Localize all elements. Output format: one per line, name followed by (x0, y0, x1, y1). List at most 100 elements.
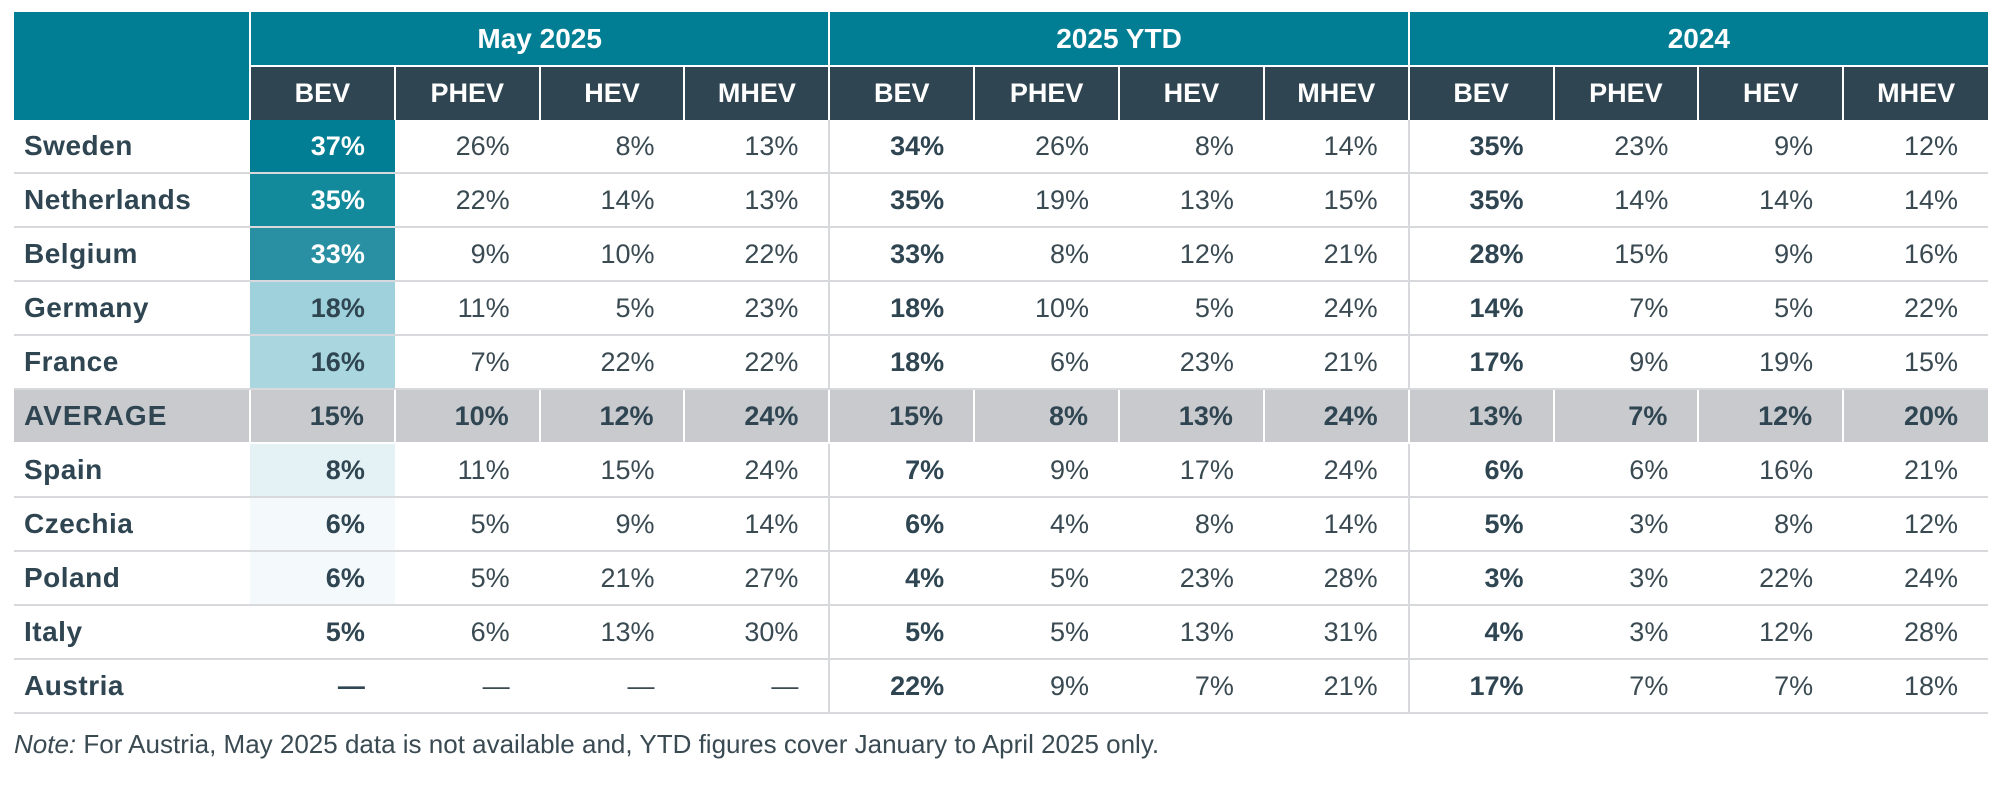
cell-may-2025-phev: 9% (394, 227, 540, 282)
cell-2025-ytd-bev: 35% (828, 173, 975, 228)
cell-2025-ytd-mhev: 24% (1263, 443, 1409, 498)
cell-may-2025-hev: 9% (539, 497, 685, 552)
cell-2024-mhev: 24% (1843, 551, 1989, 606)
cell-2025-ytd-phev: 9% (974, 443, 1120, 498)
cell-2024-hev: 19% (1698, 335, 1844, 390)
cell-2024-bev: 17% (1407, 659, 1554, 714)
cell-may-2025-mhev: 30% (684, 605, 830, 660)
cell-2025-ytd-bev: 33% (828, 227, 975, 282)
cell-may-2025-mhev: 13% (684, 173, 830, 228)
cell-2025-ytd-bev: 5% (828, 605, 975, 660)
cell-2024-phev: 6% (1553, 443, 1699, 498)
cell-2025-ytd-mhev: 14% (1263, 497, 1409, 552)
table-row: Netherlands 35% 22% 14% 13% 35% 19% 13% 15% 35% 14… (14, 173, 1989, 228)
cell-2025-ytd-phev: 9% (974, 659, 1120, 714)
cell-2025-ytd-mhev: 24% (1262, 389, 1409, 444)
cell-2024-hev: 12% (1697, 389, 1844, 444)
country-label: Germany (14, 281, 250, 336)
table-row: France 16% 7% 22% 22% 18% 6% 23% 21% 17% 9% 19% 15% (14, 335, 1989, 390)
cell-2025-ytd-phev: 5% (974, 551, 1120, 606)
country-label: Belgium (14, 227, 250, 282)
subheader-phev: PHEV (973, 65, 1120, 120)
subheader-bev: BEV (828, 65, 975, 120)
subheader-phev: PHEV (1552, 65, 1699, 120)
cell-2024-bev: 35% (1407, 173, 1554, 228)
cell-2025-ytd-mhev: 21% (1263, 227, 1409, 282)
cell-2025-ytd-phev: 10% (974, 281, 1120, 336)
cell-2025-ytd-hev: 5% (1119, 281, 1264, 336)
subheader-phev: PHEV (393, 65, 540, 120)
cell-2025-ytd-mhev: 24% (1263, 281, 1409, 336)
average-label: AVERAGE (14, 389, 250, 444)
subheader-hev: HEV (1118, 65, 1264, 120)
cell-may-2025-hev: 15% (539, 443, 685, 498)
cell-may-2025-mhev: 14% (684, 497, 830, 552)
cell-may-2025-phev: 7% (394, 335, 540, 390)
cell-may-2025-bev: 16% (250, 335, 395, 390)
cell-2025-ytd-bev: 15% (828, 389, 975, 444)
table-row: Germany 18% 11% 5% 23% 18% 10% 5% 24% 14% 7% 5% 22% (14, 281, 1989, 336)
cell-2025-ytd-mhev: 28% (1263, 551, 1409, 606)
country-label: Spain (14, 443, 250, 498)
cell-2024-hev: 7% (1698, 659, 1844, 714)
cell-may-2025-hev: 12% (538, 389, 685, 444)
cell-2025-ytd-hev: 13% (1119, 173, 1264, 228)
header-corner (14, 12, 250, 66)
cell-2025-ytd-hev: 23% (1119, 335, 1264, 390)
country-label: Austria (14, 659, 250, 714)
cell-may-2025-mhev: — (684, 659, 830, 714)
cell-2024-mhev: 12% (1843, 120, 1989, 174)
cell-2025-ytd-bev: 7% (828, 443, 975, 498)
cell-may-2025-bev: 35% (250, 173, 395, 228)
cell-2025-ytd-bev: 18% (828, 281, 975, 336)
powertrain-share-table: May 2025 2025 YTD 2024 BEV PHEV HEV MHEV… (14, 12, 1989, 714)
cell-may-2025-bev: 8% (250, 443, 395, 498)
cell-2024-hev: 9% (1698, 120, 1844, 174)
table-row: Spain 8% 11% 15% 24% 7% 9% 17% 24% 6% 6% 16% 21% (14, 443, 1989, 498)
subheader-mhev: MHEV (683, 65, 830, 120)
cell-may-2025-phev: — (394, 659, 540, 714)
header-corner-lower (14, 66, 250, 120)
cell-may-2025-mhev: 23% (684, 281, 830, 336)
cell-2025-ytd-mhev: 21% (1263, 659, 1409, 714)
subheader-bev: BEV (1407, 65, 1554, 120)
cell-2024-phev: 7% (1552, 389, 1699, 444)
cell-may-2025-bev: — (250, 659, 395, 714)
cell-2024-phev: 3% (1553, 605, 1699, 660)
cell-2025-ytd-hev: 13% (1119, 605, 1264, 660)
cell-2024-hev: 9% (1698, 227, 1844, 282)
cell-2024-hev: 12% (1698, 605, 1844, 660)
cell-2024-bev: 3% (1407, 551, 1554, 606)
cell-2024-mhev: 20% (1842, 389, 1989, 444)
cell-2024-hev: 8% (1698, 497, 1844, 552)
cell-may-2025-hev: 14% (539, 173, 685, 228)
cell-may-2025-bev: 6% (250, 497, 395, 552)
cell-2024-hev: 22% (1698, 551, 1844, 606)
cell-2024-mhev: 22% (1843, 281, 1989, 336)
cell-2024-mhev: 28% (1843, 605, 1989, 660)
cell-may-2025-bev: 37% (250, 120, 395, 174)
cell-2025-ytd-bev: 34% (828, 120, 975, 174)
cell-2024-mhev: 21% (1843, 443, 1989, 498)
subcolumn-header-row: BEV PHEV HEV MHEV BEV PHEV HEV MHEV BEV … (14, 65, 1989, 120)
subheader-mhev: MHEV (1842, 65, 1989, 120)
cell-may-2025-phev: 5% (394, 551, 540, 606)
cell-2025-ytd-phev: 26% (974, 120, 1120, 174)
cell-may-2025-hev: 22% (539, 335, 685, 390)
cell-2024-phev: 15% (1553, 227, 1699, 282)
table-body: Sweden 37% 26% 8% 13% 34% 26% 8% 14% 35% 23% 9% 12% N… (14, 120, 1989, 714)
cell-2025-ytd-phev: 8% (973, 389, 1120, 444)
table-row: Sweden 37% 26% 8% 13% 34% 26% 8% 14% 35% 23% 9% 12% (14, 120, 1989, 174)
cell-may-2025-mhev: 24% (684, 443, 830, 498)
cell-2024-hev: 5% (1698, 281, 1844, 336)
cell-2025-ytd-hev: 12% (1119, 227, 1264, 282)
cell-may-2025-bev: 6% (250, 551, 395, 606)
cell-may-2025-bev: 18% (250, 281, 395, 336)
cell-2024-bev: 14% (1407, 281, 1554, 336)
group-header-row: May 2025 2025 YTD 2024 (14, 12, 1989, 66)
cell-may-2025-mhev: 22% (684, 335, 830, 390)
group-header-may-2025: May 2025 (248, 12, 830, 66)
cell-2024-mhev: 12% (1843, 497, 1989, 552)
cell-2024-phev: 7% (1553, 281, 1699, 336)
cell-2025-ytd-phev: 8% (974, 227, 1120, 282)
